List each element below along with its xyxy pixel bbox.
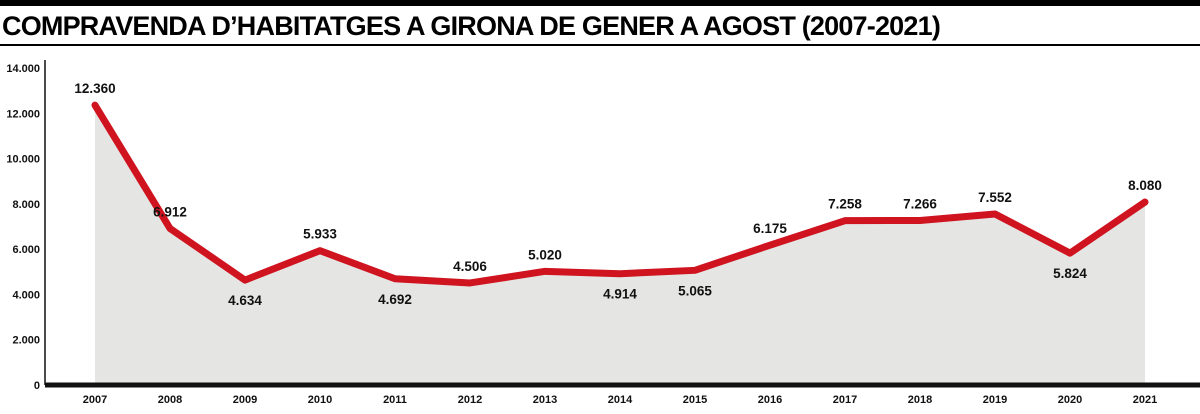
x-tick-label: 2015: [683, 394, 707, 406]
data-point-label: 12.360: [74, 81, 115, 96]
data-point-label: 4.914: [603, 287, 637, 302]
data-point-label: 6.912: [153, 204, 187, 219]
y-tick-label: 2.000: [12, 335, 40, 347]
x-tick-label: 2008: [158, 394, 182, 406]
y-tick-label: 14.000: [6, 63, 40, 75]
data-line: [91, 101, 1149, 287]
y-tick-label: 0: [34, 380, 40, 392]
data-point-label: 5.933: [303, 227, 337, 242]
x-tick-label: 2014: [608, 394, 633, 406]
x-tick-label: 2007: [83, 394, 107, 406]
y-tick-label: 8.000: [12, 199, 40, 211]
x-tick-label: 2011: [383, 394, 407, 406]
data-point-label: 4.692: [378, 292, 412, 307]
header: COMPRAVENDA D’HABITATGES A GIRONA DE GEN…: [0, 0, 1200, 46]
chart-title: COMPRAVENDA D’HABITATGES A GIRONA DE GEN…: [2, 11, 941, 41]
x-tick-label: 2021: [1133, 394, 1157, 406]
area-fill: [95, 105, 1145, 386]
x-tick-label: 2010: [308, 394, 332, 406]
x-tick-label: 2016: [758, 394, 782, 406]
x-tick-label: 2012: [458, 394, 482, 406]
data-point-label: 4.506: [453, 259, 487, 274]
x-tick-label: 2009: [233, 394, 257, 406]
data-point-label: 7.258: [828, 197, 862, 212]
x-tick-label: 2017: [833, 394, 857, 406]
y-tick-label: 4.000: [12, 289, 40, 301]
chart: 0 2.000 4.000 6.000 8.000 10.000 12.000 14.000 1…: [0, 46, 1200, 414]
y-tick-label: 10.000: [6, 154, 40, 166]
chart-svg: 0 2.000 4.000 6.000 8.000 10.000 12.000 14.000 1…: [6, 60, 1200, 406]
x-tick-label: 2020: [1058, 394, 1082, 406]
data-point-label: 5.824: [1053, 266, 1087, 281]
y-tick-label: 6.000: [12, 244, 40, 256]
x-tick-label: 2019: [983, 394, 1007, 406]
x-tick-label: 2013: [533, 394, 557, 406]
y-tick-label: 12.000: [6, 108, 40, 120]
x-tick-label: 2018: [908, 394, 932, 406]
data-point-label: 4.634: [228, 293, 262, 308]
data-point-label: 7.266: [903, 196, 937, 211]
data-point-label: 5.065: [678, 283, 712, 298]
data-point-label: 5.020: [528, 247, 562, 262]
data-point-label: 7.552: [978, 190, 1012, 205]
data-point-label: 6.175: [753, 221, 787, 236]
data-point-label: 8.080: [1128, 178, 1162, 193]
